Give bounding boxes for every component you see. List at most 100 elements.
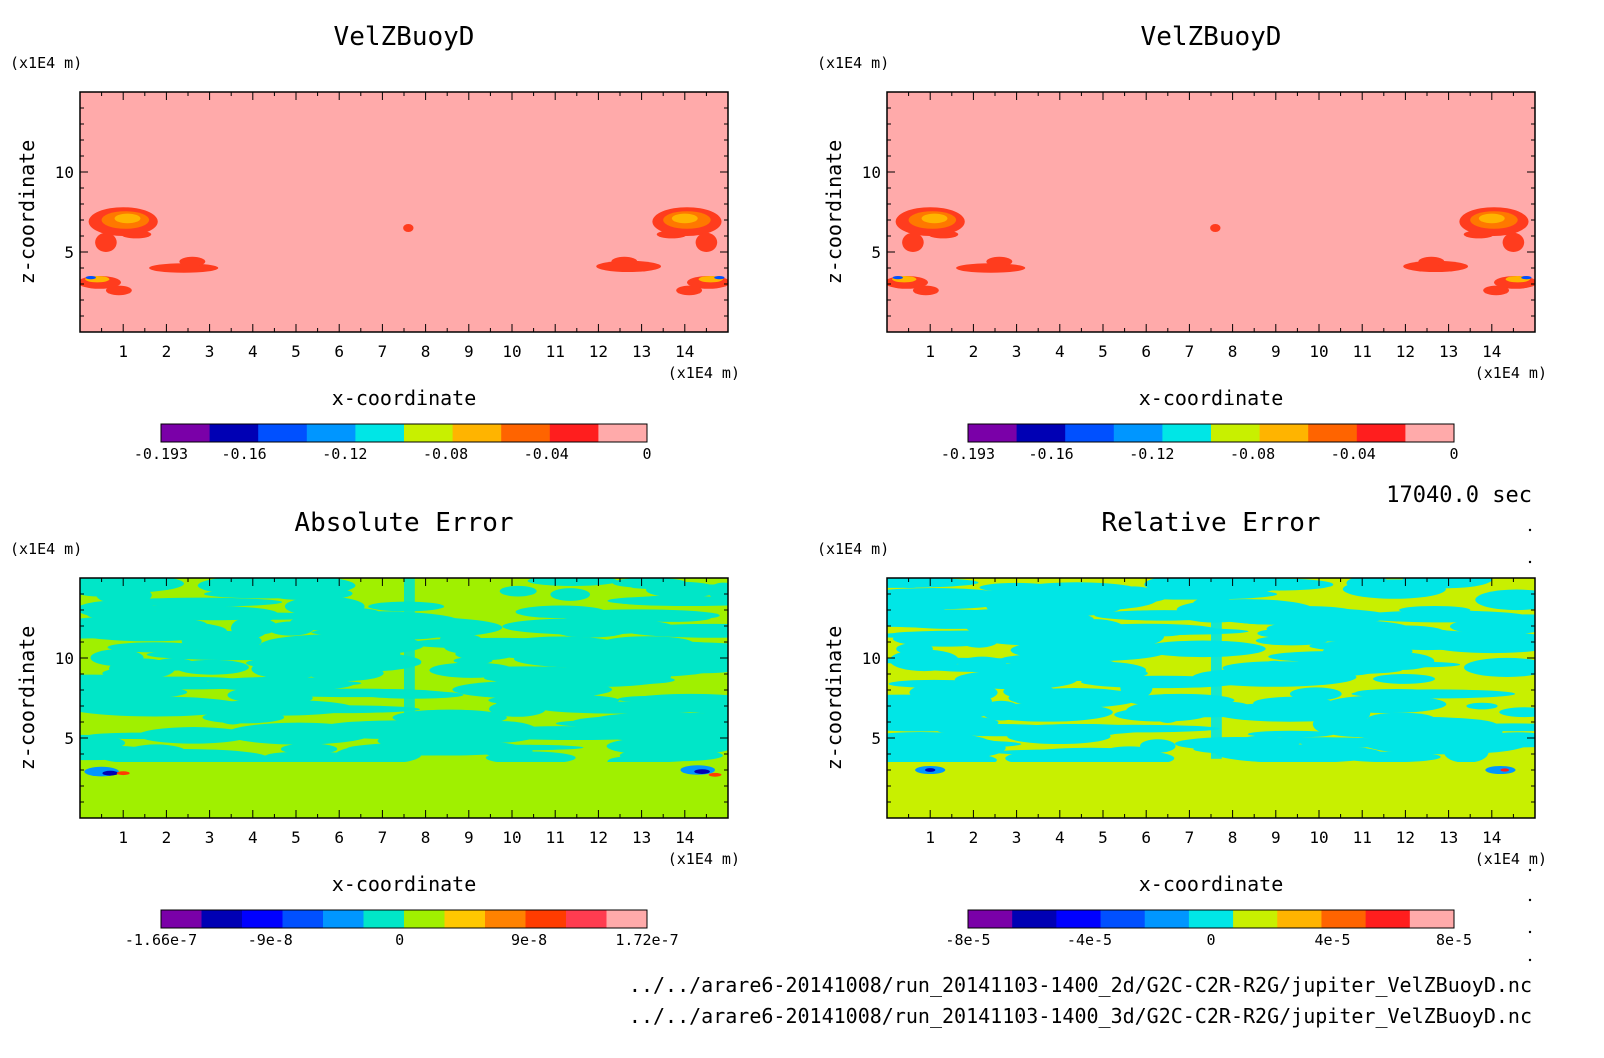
x-tick-label: 11 <box>546 828 565 847</box>
contour-patch <box>1008 688 1141 708</box>
contour-patch <box>1475 589 1535 611</box>
x-tick-label: 12 <box>1396 828 1415 847</box>
contour-feature <box>116 771 130 776</box>
plume-contour <box>95 232 117 252</box>
contour-patch <box>1140 640 1266 658</box>
y-tick-label: 5 <box>64 243 74 262</box>
x-axis-label: x-coordinate <box>1139 386 1284 410</box>
contour-patch <box>515 726 648 736</box>
colorbar-tick-label: 0 <box>642 445 651 463</box>
y-axis-label: z-coordinate <box>15 626 39 771</box>
plume-contour <box>1418 256 1445 267</box>
contour-patch <box>152 606 278 621</box>
colorbar-swatch <box>355 424 405 442</box>
x-axis-label: x-coordinate <box>332 872 477 896</box>
plume-contour <box>179 256 206 267</box>
chart-title: Relative Error <box>1101 508 1320 538</box>
x-tick-label: 4 <box>248 342 258 361</box>
x-tick-label: 8 <box>1228 828 1238 847</box>
plume-contour <box>1478 213 1505 224</box>
x-tick-label: 4 <box>1055 342 1065 361</box>
colorbar-swatch <box>525 910 567 928</box>
x-tick-label: 13 <box>632 828 651 847</box>
contour-patch <box>138 727 249 744</box>
contour-patch <box>247 728 291 738</box>
contour-patch <box>1125 701 1191 722</box>
contour-patch <box>109 658 175 680</box>
contour-patch <box>892 578 929 589</box>
y-axis-label: z-coordinate <box>822 140 846 285</box>
contour-patch <box>474 686 584 695</box>
plume-contour <box>902 232 924 252</box>
contour-patch <box>80 734 126 751</box>
x-tick-label: 5 <box>291 342 301 361</box>
y-tick-label: 5 <box>871 243 881 262</box>
plume-contour <box>121 230 152 239</box>
x-unit: (x1E4 m) <box>668 850 740 868</box>
colorbar-swatch <box>363 910 405 928</box>
contour-patch <box>1449 618 1535 635</box>
contour-patch <box>377 733 461 749</box>
contour-patch <box>448 635 476 649</box>
colorbar-tick-label: 9e-8 <box>511 931 547 949</box>
plume-contour <box>611 256 638 267</box>
contour-patch <box>525 666 671 687</box>
contour-patch <box>887 632 957 639</box>
x-tick-label: 9 <box>464 828 474 847</box>
contour-patch <box>1362 726 1420 735</box>
x-tick-label: 10 <box>1309 342 1328 361</box>
x-axis-label: x-coordinate <box>332 386 477 410</box>
x-tick-label: 6 <box>334 828 344 847</box>
y-tick-label: 10 <box>55 649 74 668</box>
colorbar-tick-label: -0.12 <box>1129 445 1174 463</box>
colorbar-swatch <box>1188 910 1234 928</box>
contour-patch <box>107 642 203 653</box>
contour-patch <box>1379 661 1461 668</box>
plume-contour <box>85 276 96 280</box>
contour-patch <box>1247 730 1334 738</box>
contour-patch <box>86 747 164 760</box>
colorbar-swatch <box>549 424 599 442</box>
contour-patch <box>661 581 690 600</box>
colorbar-swatch <box>968 910 1013 928</box>
contour-patch <box>527 578 618 587</box>
colorbar-tick-label: 1.72e-7 <box>615 931 678 949</box>
colorbar-tick-label: -0.04 <box>524 445 569 463</box>
colorbar-frame <box>160 423 648 443</box>
plume-contour <box>671 213 698 224</box>
x-tick-label: 6 <box>334 342 344 361</box>
x-tick-label: 9 <box>1271 342 1281 361</box>
contour-patch <box>887 700 966 720</box>
colorbar-swatch <box>1113 424 1163 442</box>
colorbar-tick-label: -8e-5 <box>945 931 990 949</box>
x-tick-label: 7 <box>378 828 388 847</box>
plume-contour <box>149 263 219 273</box>
contour-patch <box>226 722 372 745</box>
contour-patch <box>1212 702 1367 722</box>
plume-contour <box>656 230 687 239</box>
x-tick-label: 3 <box>205 828 215 847</box>
contour-patch <box>550 588 591 601</box>
contour-patch <box>499 636 624 657</box>
x-unit: (x1E4 m) <box>668 364 740 382</box>
x-tick-label: 4 <box>1055 828 1065 847</box>
plume-contour <box>956 263 1026 273</box>
colorbar-tick-label: -1.66e-7 <box>125 931 197 949</box>
contour-patch <box>1268 651 1391 663</box>
contour-patch <box>192 649 300 657</box>
colorbar-swatch <box>1211 424 1261 442</box>
contour-patch <box>625 623 728 638</box>
y-unit: (x1E4 m) <box>817 540 889 558</box>
y-unit: (x1E4 m) <box>817 54 889 72</box>
contour-fill-background <box>887 92 1535 332</box>
time-label: 17040.0 sec <box>1386 483 1532 508</box>
contour-feature <box>708 772 722 777</box>
contour-patch <box>999 653 1102 667</box>
contour-patch <box>1193 743 1314 755</box>
contour-patch <box>206 704 274 713</box>
x-tick-label: 1 <box>118 342 128 361</box>
contour-patch <box>642 729 728 745</box>
x-tick-label: 4 <box>248 828 258 847</box>
x-tick-label: 9 <box>464 342 474 361</box>
